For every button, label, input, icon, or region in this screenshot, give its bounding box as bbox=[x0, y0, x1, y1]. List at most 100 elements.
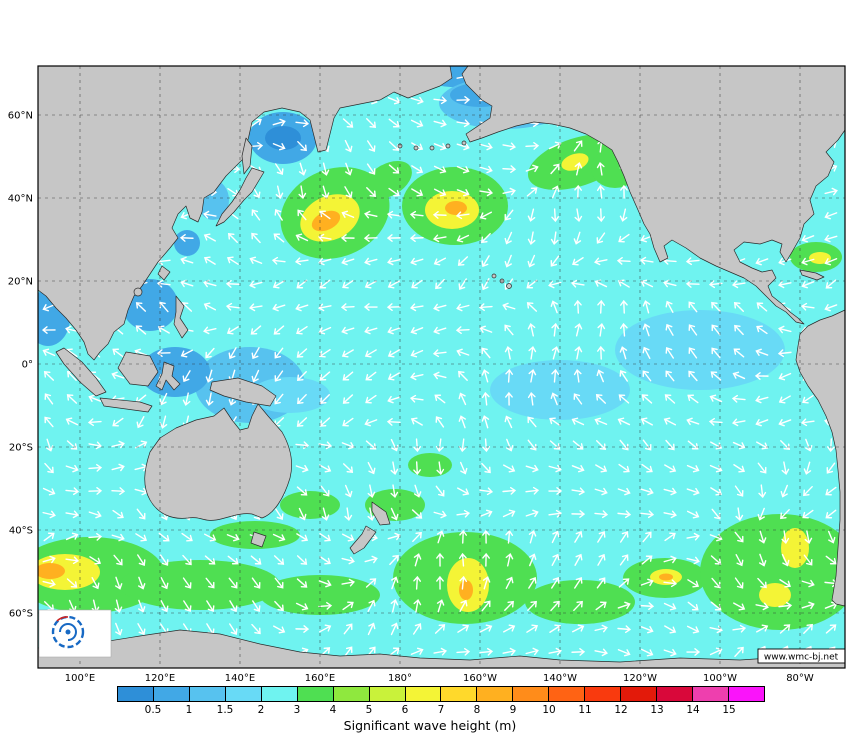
colorbar-tick: 3 bbox=[293, 704, 301, 716]
wave-direction-arrow bbox=[755, 395, 769, 404]
wave-direction-arrow bbox=[180, 279, 194, 288]
land-new-guinea bbox=[209, 377, 277, 407]
land-java bbox=[99, 397, 153, 413]
wave-direction-arrow bbox=[158, 532, 170, 542]
wave-direction-arrow bbox=[182, 370, 191, 383]
wave-direction-arrow bbox=[364, 349, 377, 358]
wave-direction-arrow bbox=[366, 187, 377, 198]
colorbar-segment bbox=[189, 687, 226, 701]
wave-direction-arrow bbox=[781, 530, 790, 545]
wave-direction-arrow bbox=[573, 600, 583, 612]
wave-direction-arrow bbox=[228, 347, 237, 360]
wave-direction-arrow bbox=[640, 487, 654, 496]
wave-direction-arrow bbox=[251, 232, 261, 244]
wave-direction-arrow bbox=[386, 418, 401, 426]
wave-direction-arrow bbox=[318, 441, 333, 450]
wave-direction-arrow bbox=[618, 578, 630, 588]
wave-direction-arrow bbox=[778, 395, 791, 404]
colorbar-segment bbox=[441, 687, 478, 701]
wave-direction-arrow bbox=[183, 600, 192, 613]
land-borneo bbox=[117, 351, 159, 387]
wave-direction-arrow bbox=[272, 143, 286, 151]
wave-direction-arrow bbox=[527, 391, 536, 406]
colorbar-tick: 6 bbox=[401, 704, 409, 716]
wave-direction-arrow bbox=[502, 302, 516, 311]
wave-direction-arrow bbox=[390, 507, 399, 521]
colorbar-tick-labels: 0.5 1 1.5 2 3 4 5 6 7 8 9 10 11 12 13 14 15 bbox=[117, 702, 765, 716]
wave-direction-arrow bbox=[596, 161, 605, 176]
wave-direction-arrow bbox=[527, 439, 537, 451]
wave-direction-arrow bbox=[619, 322, 628, 337]
wave-direction-arrow bbox=[341, 326, 355, 335]
wave-direction-arrow bbox=[42, 487, 56, 496]
wave-direction-arrow bbox=[251, 623, 261, 635]
wave-direction-arrow bbox=[574, 184, 582, 199]
wave-direction-arrow bbox=[617, 279, 630, 288]
wave-direction-arrow bbox=[388, 187, 400, 197]
wave-direction-arrow bbox=[479, 487, 494, 496]
land-sumatra bbox=[55, 347, 107, 397]
wave-direction-arrow bbox=[458, 552, 467, 567]
wave-direction-arrow bbox=[620, 299, 628, 314]
wave-direction-arrow bbox=[413, 598, 422, 613]
land-aleutians bbox=[461, 140, 467, 146]
wave-direction-arrow bbox=[387, 97, 401, 105]
wave-direction-arrow bbox=[780, 440, 791, 451]
wave-direction-arrow bbox=[112, 509, 124, 519]
wave-direction-arrow bbox=[505, 368, 514, 383]
wave-direction-arrow bbox=[571, 648, 586, 656]
wave-direction-arrow bbox=[135, 302, 147, 312]
wave-direction-arrow bbox=[390, 599, 399, 613]
wave-direction-arrow bbox=[805, 438, 813, 452]
wave-direction-arrow bbox=[731, 394, 746, 403]
lon-tick-label: 180° bbox=[388, 673, 412, 684]
wave-direction-arrow bbox=[526, 279, 538, 289]
watermark-box: www.wmc-bj.net bbox=[757, 648, 846, 664]
colorbar-segment bbox=[225, 687, 262, 701]
wave-direction-arrow bbox=[550, 300, 558, 314]
wave-direction-arrow bbox=[665, 323, 674, 336]
wave-direction-arrow bbox=[390, 622, 399, 636]
wave-direction-arrow bbox=[458, 438, 467, 453]
wave-direction-arrow bbox=[364, 210, 378, 219]
wave-direction-arrow bbox=[456, 348, 470, 357]
wave-direction-arrow bbox=[111, 440, 125, 449]
wave-direction-arrow bbox=[826, 438, 835, 453]
wave-direction-arrow bbox=[136, 416, 145, 429]
wave-direction-arrow bbox=[114, 599, 123, 613]
land-new-zealand-north bbox=[371, 501, 391, 526]
wave-direction-arrow bbox=[111, 463, 125, 472]
wave-direction-arrow bbox=[272, 303, 286, 312]
wave-direction-arrow bbox=[525, 647, 539, 656]
wave-direction-arrow bbox=[803, 554, 813, 566]
wave-direction-arrow bbox=[505, 529, 514, 544]
wave-direction-arrow bbox=[456, 119, 471, 128]
wave-direction-arrow bbox=[295, 464, 309, 473]
wave-direction-arrow bbox=[619, 208, 628, 222]
wave-direction-arrow bbox=[250, 555, 262, 565]
wave-direction-arrow bbox=[296, 578, 308, 588]
wave-direction-arrow bbox=[800, 418, 815, 427]
wave-direction-arrow bbox=[551, 368, 560, 383]
wave-direction-arrow bbox=[45, 438, 54, 452]
wave-direction-arrow bbox=[686, 648, 701, 656]
wave-direction-arrow bbox=[573, 299, 582, 314]
colorbar-tick: 12 bbox=[614, 704, 628, 716]
wave-direction-arrow bbox=[251, 209, 261, 221]
wave-direction-arrow bbox=[663, 279, 677, 288]
wave-direction-arrow bbox=[273, 233, 285, 243]
wave-direction-arrow bbox=[686, 625, 700, 634]
land-new-zealand-south bbox=[349, 525, 377, 555]
wave-direction-arrow bbox=[688, 370, 698, 382]
wave-direction-arrow bbox=[340, 303, 355, 312]
wave-direction-arrow bbox=[574, 530, 583, 543]
wave-direction-arrow bbox=[665, 300, 674, 313]
wave-direction-arrow bbox=[274, 370, 284, 382]
wave-direction-arrow bbox=[410, 257, 424, 266]
wave-direction-arrow bbox=[410, 96, 424, 105]
wave-direction-arrow bbox=[275, 508, 284, 521]
wave-direction-arrow bbox=[114, 576, 123, 590]
wave-direction-arrow bbox=[296, 486, 308, 496]
wave-direction-arrow bbox=[619, 531, 629, 543]
wave-direction-arrow bbox=[642, 346, 651, 360]
